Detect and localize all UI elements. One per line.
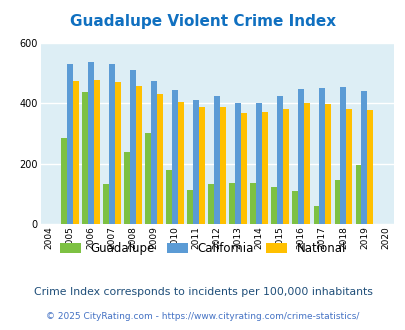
Bar <box>130 70 136 224</box>
Bar <box>61 138 67 224</box>
Bar <box>241 114 247 224</box>
Text: © 2025 CityRating.com - https://www.cityrating.com/crime-statistics/: © 2025 CityRating.com - https://www.city… <box>46 312 359 321</box>
Bar <box>88 62 94 224</box>
Bar <box>283 109 288 224</box>
Bar <box>324 104 330 224</box>
Bar <box>256 103 262 224</box>
Bar <box>277 96 283 224</box>
Bar <box>198 107 205 224</box>
Bar <box>298 89 303 224</box>
Bar <box>208 183 214 224</box>
Bar <box>136 86 142 224</box>
Text: Guadalupe Violent Crime Index: Guadalupe Violent Crime Index <box>70 14 335 29</box>
Bar <box>367 110 372 224</box>
Text: Crime Index corresponds to incidents per 100,000 inhabitants: Crime Index corresponds to incidents per… <box>34 287 371 297</box>
Bar <box>339 87 345 224</box>
Bar <box>67 64 73 224</box>
Bar <box>73 81 79 224</box>
Bar <box>166 170 172 224</box>
Bar <box>172 90 178 224</box>
Bar <box>115 82 121 224</box>
Bar <box>345 109 351 224</box>
Bar <box>303 103 309 224</box>
Bar <box>193 100 198 224</box>
Bar <box>319 88 324 224</box>
Bar <box>220 107 226 224</box>
Bar <box>109 64 115 224</box>
Bar <box>178 102 183 224</box>
Bar <box>151 81 157 224</box>
Bar <box>82 92 88 224</box>
Bar <box>103 183 109 224</box>
Bar <box>360 91 367 224</box>
Bar <box>94 80 100 224</box>
Bar <box>157 94 162 224</box>
Bar <box>124 152 130 224</box>
Bar <box>214 96 220 224</box>
Bar <box>235 103 241 224</box>
Bar <box>145 133 151 224</box>
Bar <box>250 182 256 224</box>
Bar <box>334 180 339 224</box>
Bar <box>262 112 267 224</box>
Bar <box>229 183 235 224</box>
Bar <box>187 190 193 224</box>
Bar <box>271 186 277 224</box>
Bar <box>355 165 360 224</box>
Bar <box>292 190 298 224</box>
Bar <box>313 206 319 224</box>
Legend: Guadalupe, California, National: Guadalupe, California, National <box>55 237 350 260</box>
